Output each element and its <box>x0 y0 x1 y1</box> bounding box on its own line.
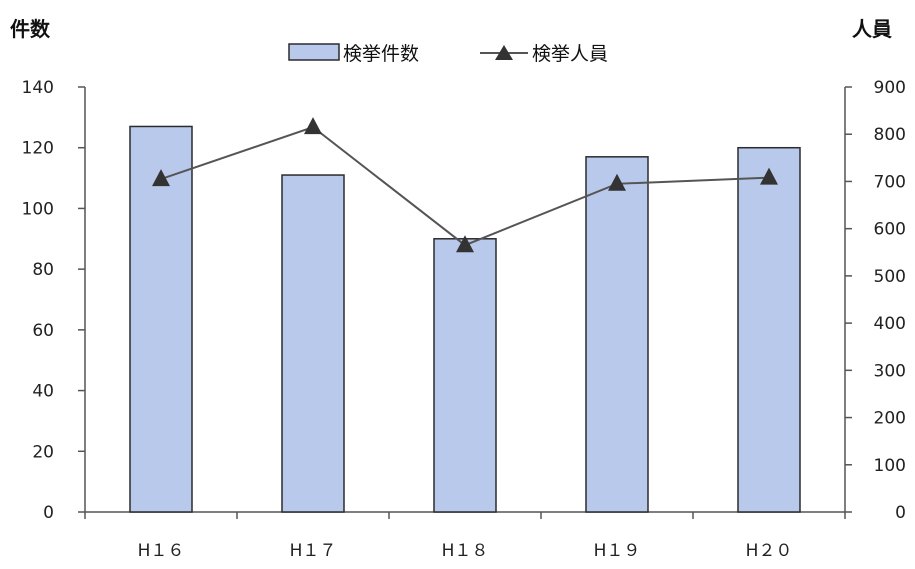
left-tick-label: 20 <box>32 442 54 462</box>
legend-bar-swatch <box>288 43 340 61</box>
legend-label-bars: 検挙件数 <box>343 43 419 65</box>
triangle-marker <box>304 117 322 135</box>
right-tick-label: 600 <box>874 220 906 240</box>
right-tick-label: 500 <box>874 267 906 287</box>
bar <box>737 146 801 513</box>
right-tick-label: 400 <box>874 314 906 334</box>
right-tick-label: 100 <box>874 456 906 476</box>
left-axis-title: 件数 <box>10 17 51 41</box>
legend-triangle-marker <box>495 45 513 60</box>
right-tick-label: 700 <box>874 172 906 192</box>
right-axis-ticks: 0 100 200 300 400 500 600 700 800 900 <box>845 78 906 523</box>
legend-label-line: 検挙人員 <box>532 43 608 65</box>
triangle-marker <box>456 235 474 253</box>
x-tick-label: H２０ <box>746 541 793 561</box>
series-line <box>160 126 770 247</box>
left-tick-label: 120 <box>22 139 54 159</box>
line-series <box>152 117 778 253</box>
x-tick-label: H１６ <box>138 541 185 561</box>
left-tick-label: 80 <box>32 260 54 280</box>
left-tick-label: 60 <box>32 321 54 341</box>
bar <box>129 125 193 513</box>
left-tick-label: 100 <box>22 199 54 219</box>
left-tick-label: 40 <box>32 382 54 402</box>
x-tick-label: H１９ <box>594 541 641 561</box>
left-tick-label: 0 <box>43 503 54 523</box>
triangle-marker <box>608 173 626 191</box>
triangle-marker <box>760 167 778 185</box>
right-axis-title: 人員 <box>852 17 892 41</box>
triangle-marker <box>152 169 170 187</box>
right-tick-label: 900 <box>874 78 906 98</box>
x-tick-label: H１７ <box>290 541 337 561</box>
bar <box>585 156 649 513</box>
bar-series <box>129 125 801 513</box>
x-tick-label: H１８ <box>442 541 489 561</box>
left-axis-ticks: 0 20 40 60 80 100 120 140 <box>22 78 85 523</box>
x-axis-ticks: H１６ H１７ H１８ H１９ H２０ <box>84 512 846 561</box>
bar <box>433 238 497 513</box>
right-tick-label: 300 <box>874 361 906 381</box>
right-tick-label: 0 <box>895 503 906 523</box>
right-tick-label: 200 <box>874 409 906 429</box>
legend: 検挙件数 検挙人員 <box>288 43 608 65</box>
bar <box>281 174 345 513</box>
right-tick-label: 800 <box>874 125 906 145</box>
left-tick-label: 140 <box>22 78 54 98</box>
